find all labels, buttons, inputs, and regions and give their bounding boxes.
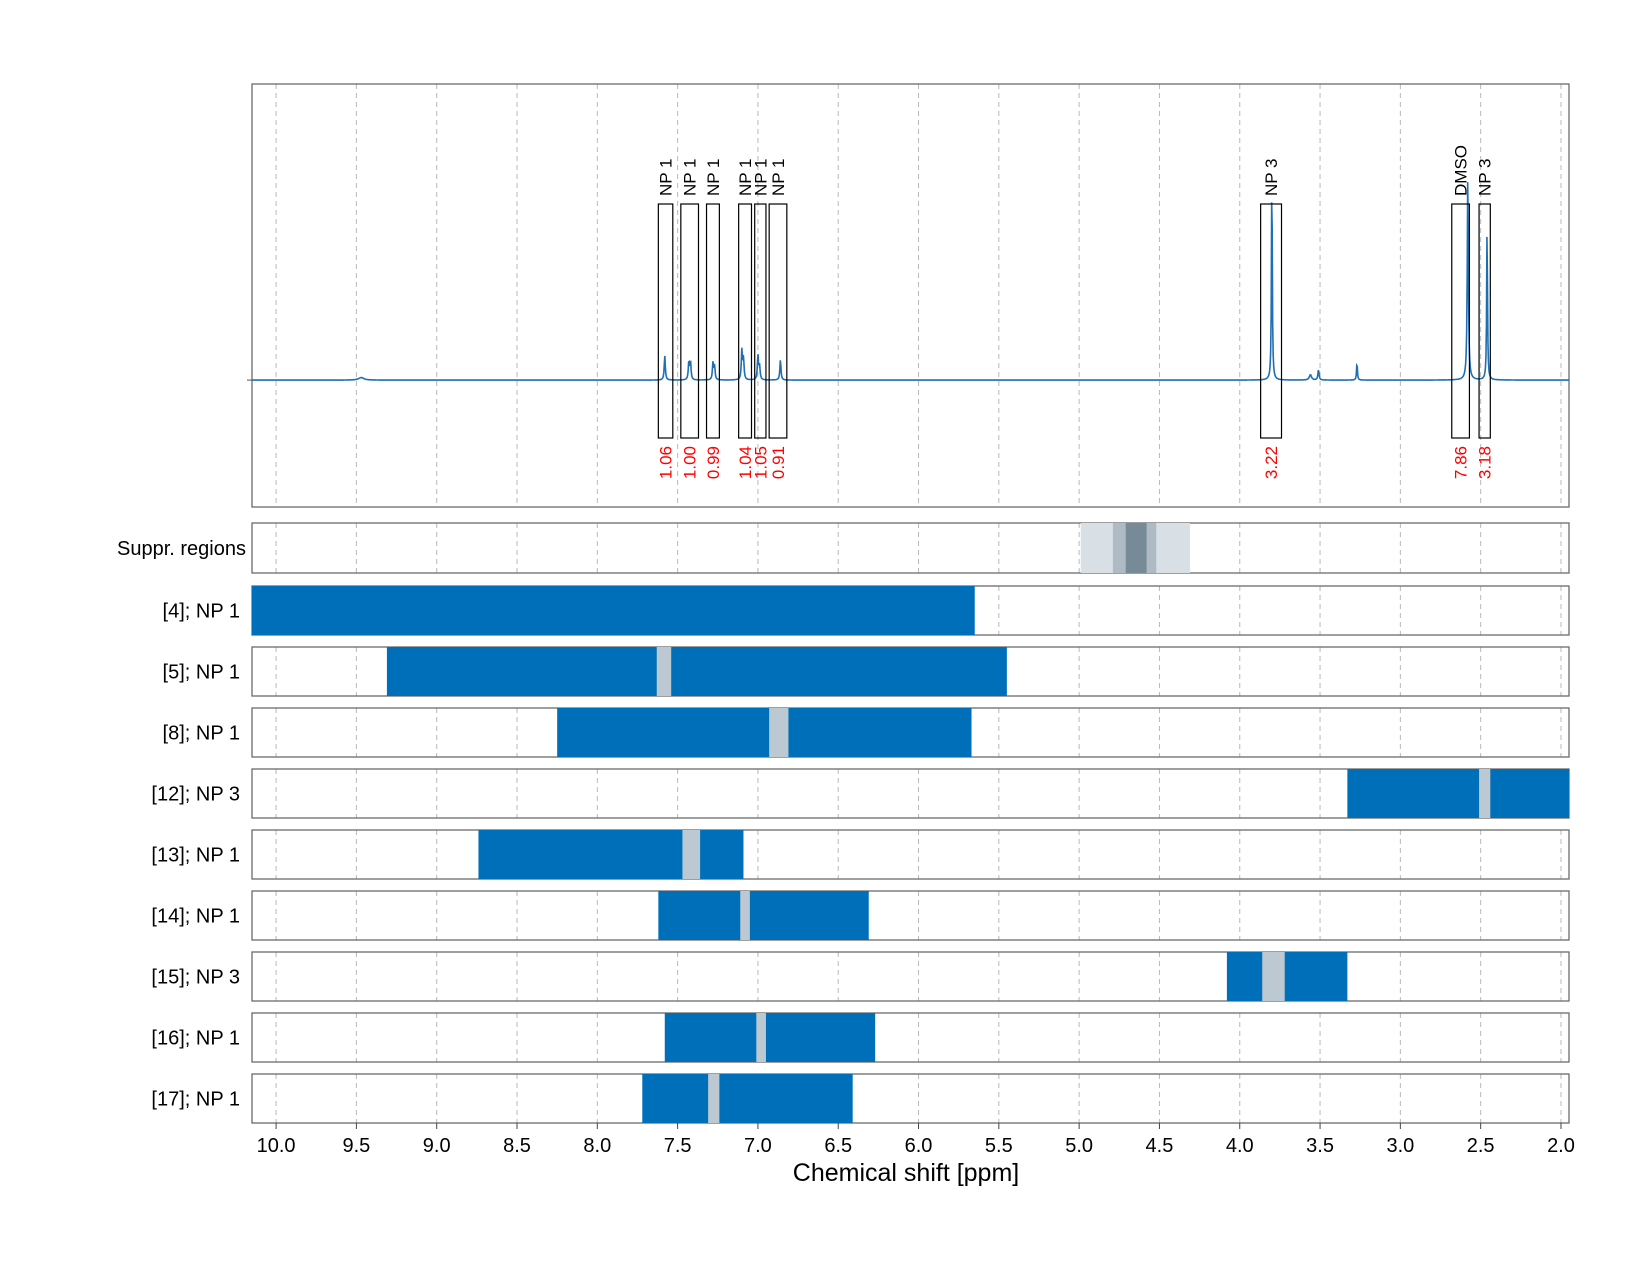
suppression-band <box>1125 523 1147 573</box>
annotation-box <box>705 203 720 439</box>
annotation-box <box>1260 203 1283 439</box>
row-label: [5]; NP 1 <box>163 662 240 684</box>
x-axis-title: Chemical shift [ppm] <box>793 1159 1019 1187</box>
x-tick-label: 3.5 <box>1306 1135 1334 1157</box>
region-bar <box>557 708 972 757</box>
region-gap <box>769 708 789 757</box>
annotation-label: NP 3 <box>1476 159 1495 197</box>
x-tick-label: 4.0 <box>1226 1135 1254 1157</box>
integral-label: 1.06 <box>657 446 676 479</box>
region-bar <box>386 647 1007 696</box>
panel-frame <box>251 1073 1570 1124</box>
region-bar <box>478 830 744 879</box>
row-label: [8]; NP 1 <box>163 723 240 745</box>
integral-label: 0.91 <box>769 446 788 479</box>
integral-label: 1.04 <box>736 446 755 479</box>
panel-frame <box>251 522 1570 574</box>
region-bar <box>1226 952 1348 1001</box>
spectrum-line <box>252 182 1569 381</box>
panel-frame <box>251 951 1570 1002</box>
x-tick-label: 4.5 <box>1146 1135 1174 1157</box>
annotation-label: NP 1 <box>704 159 723 197</box>
row-label: [4]; NP 1 <box>163 601 240 623</box>
annotation-box <box>1451 203 1471 439</box>
x-tick-label: 9.5 <box>342 1135 370 1157</box>
row-label: [17]; NP 1 <box>151 1089 240 1111</box>
annotation-box <box>1478 203 1491 439</box>
region-gap <box>708 1074 720 1123</box>
region-bar <box>1347 769 1569 818</box>
x-tick-label: 2.5 <box>1467 1135 1495 1157</box>
region-gap <box>656 647 672 696</box>
annotation-label: NP 1 <box>736 159 755 197</box>
integral-label: 0.99 <box>704 446 723 479</box>
marks-layer <box>247 182 1569 1123</box>
region-bar <box>664 1013 876 1062</box>
x-tick-label: 7.0 <box>744 1135 772 1157</box>
panel-frame <box>251 829 1570 880</box>
row-label: Suppr. regions <box>117 538 246 560</box>
row-label: [15]; NP 3 <box>151 967 240 989</box>
region-bar <box>252 586 975 635</box>
x-tick-label: 8.0 <box>583 1135 611 1157</box>
region-gap <box>1479 769 1491 818</box>
region-gap <box>756 1013 766 1062</box>
integral-label: 1.05 <box>751 446 770 479</box>
x-tick-label: 3.0 <box>1386 1135 1414 1157</box>
annotation-label: NP 3 <box>1262 159 1281 197</box>
integral-label: 1.00 <box>681 446 700 479</box>
x-tick-label: 7.5 <box>664 1135 692 1157</box>
row-label: [16]; NP 1 <box>151 1028 240 1050</box>
region-gap <box>1262 952 1285 1001</box>
annotation-label: NP 1 <box>657 159 676 197</box>
integral-label: 3.18 <box>1476 446 1495 479</box>
annotation-box <box>738 203 753 439</box>
row-label: [14]; NP 1 <box>151 906 240 928</box>
x-tick-label: 6.0 <box>905 1135 933 1157</box>
row-label: [13]; NP 1 <box>151 845 240 867</box>
x-tick-label: 8.5 <box>503 1135 531 1157</box>
annotation-box <box>657 203 674 439</box>
panel-frame <box>251 1012 1570 1063</box>
region-gap <box>682 830 701 879</box>
row-label: [12]; NP 3 <box>151 784 240 806</box>
x-tick-label: 2.0 <box>1547 1135 1575 1157</box>
integral-label: 3.22 <box>1262 446 1281 479</box>
x-tick-label: 6.5 <box>824 1135 852 1157</box>
annotation-box <box>754 203 767 439</box>
x-tick-label: 10.0 <box>257 1135 296 1157</box>
annotation-label: NP 1 <box>681 159 700 197</box>
x-tick-label: 5.5 <box>985 1135 1013 1157</box>
region-bar <box>658 891 869 940</box>
annotation-label: NP 1 <box>769 159 788 197</box>
x-tick-label: 5.0 <box>1065 1135 1093 1157</box>
annotation-label: DMSO <box>1452 145 1471 196</box>
annotation-box <box>768 203 788 439</box>
integral-label: 7.86 <box>1452 446 1471 479</box>
x-tick-label: 9.0 <box>423 1135 451 1157</box>
text-layer: NP 1 1.06 NP 1 1.00 NP 1 0.99 NP 1 1.04 NP 1 1.05… <box>117 145 1575 1157</box>
region-gap <box>740 891 750 940</box>
panel-frame <box>251 890 1570 941</box>
region-bar <box>642 1074 853 1123</box>
panel-frame <box>251 83 1570 508</box>
annotation-box <box>680 203 700 439</box>
annotation-label: NP 1 <box>751 159 770 197</box>
